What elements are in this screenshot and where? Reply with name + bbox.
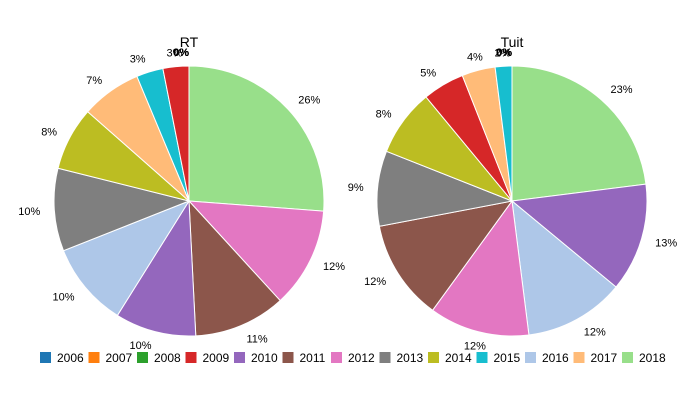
slice-label-2007: 0% bbox=[496, 47, 512, 59]
legend-label: 2011 bbox=[300, 351, 326, 365]
legend: 2006 2007 2008 2009 2010 2011 2012 2013 2014 2015… bbox=[40, 351, 666, 365]
slice-label-2016: 12% bbox=[584, 327, 606, 339]
slice-label-2014: 8% bbox=[376, 108, 392, 120]
slice-label-2017: 4% bbox=[467, 52, 483, 64]
pie-slice-2013[interactable] bbox=[53, 167, 191, 252]
slice-label-2015: 2% bbox=[495, 47, 511, 59]
legend-swatch bbox=[185, 352, 197, 363]
legend-label: 2009 bbox=[203, 351, 230, 365]
legend-item-2018[interactable]: 2018 bbox=[622, 351, 666, 365]
slice-label-2010: 13% bbox=[655, 238, 677, 250]
legend-swatch bbox=[622, 352, 633, 363]
legend-label: 2007 bbox=[106, 351, 133, 365]
legend-label: 2017 bbox=[591, 351, 618, 365]
pie-slice-2018[interactable] bbox=[511, 65, 647, 202]
slice-label-2016: 10% bbox=[52, 291, 74, 303]
legend-item-2017[interactable]: 2017 bbox=[573, 351, 618, 365]
legend-swatch bbox=[137, 352, 148, 363]
pie-slice-2012[interactable] bbox=[431, 199, 530, 337]
slice-label-2011: 12% bbox=[364, 276, 386, 288]
slice-label-2014: 8% bbox=[41, 127, 57, 139]
legend-label: 2018 bbox=[639, 351, 666, 365]
legend-item-2008[interactable]: 2008 bbox=[137, 351, 181, 365]
legend-swatch bbox=[379, 352, 391, 363]
legend-item-2014[interactable]: 2014 bbox=[428, 351, 472, 365]
pie-slice-2010[interactable] bbox=[510, 183, 648, 288]
pie-slice-2010[interactable] bbox=[116, 199, 197, 337]
legend-swatch bbox=[40, 352, 51, 363]
pie-slice-2015[interactable] bbox=[494, 65, 513, 202]
slice-label-2006: 0% bbox=[496, 47, 512, 59]
legend-swatch bbox=[525, 352, 536, 363]
legend-item-2006[interactable]: 2006 bbox=[40, 351, 84, 365]
legend-label: 2012 bbox=[348, 351, 375, 365]
slice-label-2018: 26% bbox=[298, 95, 320, 107]
legend-swatch bbox=[234, 352, 245, 363]
slice-label-2013: 9% bbox=[348, 182, 364, 194]
pie-slice-2011[interactable] bbox=[188, 199, 281, 337]
legend-item-2007[interactable]: 2007 bbox=[88, 351, 133, 365]
slice-label-2006: 0% bbox=[173, 47, 189, 59]
slice-label-2008: 0% bbox=[173, 47, 189, 59]
legend-item-2009[interactable]: 2009 bbox=[185, 351, 230, 365]
slice-label-2017: 7% bbox=[86, 75, 102, 87]
legend-label: 2016 bbox=[542, 351, 569, 365]
slice-label-2009: 5% bbox=[420, 68, 436, 80]
legend-swatch bbox=[331, 352, 342, 363]
slice-label-2007: 0% bbox=[173, 47, 189, 59]
slice-label-2012: 12% bbox=[464, 340, 486, 352]
legend-label: 2013 bbox=[397, 351, 424, 365]
legend-label: 2006 bbox=[57, 351, 84, 365]
pie-title: RT bbox=[180, 34, 199, 50]
slice-label-2015: 3% bbox=[130, 53, 146, 65]
legend-swatch bbox=[476, 352, 488, 363]
pie-slice-2009[interactable] bbox=[162, 65, 190, 202]
pie-slice-2016[interactable] bbox=[62, 199, 191, 317]
pie-slice-2012[interactable] bbox=[187, 200, 325, 302]
legend-label: 2014 bbox=[445, 351, 472, 365]
pie-slice-2018[interactable] bbox=[188, 65, 325, 212]
slice-label-2011: 11% bbox=[247, 334, 268, 346]
legend-swatch bbox=[428, 352, 439, 363]
legend-swatch bbox=[88, 352, 100, 363]
pie-slice-2016[interactable] bbox=[511, 199, 617, 336]
pie-title: Tuit bbox=[501, 34, 524, 50]
pie-slice-2011[interactable] bbox=[378, 200, 514, 311]
legend-label: 2008 bbox=[154, 351, 181, 365]
slice-label-2013: 10% bbox=[18, 206, 40, 218]
legend-item-2011[interactable]: 2011 bbox=[282, 351, 326, 365]
legend-item-2013[interactable]: 2013 bbox=[379, 351, 424, 365]
legend-swatch bbox=[573, 352, 585, 363]
legend-label: 2015 bbox=[494, 351, 521, 365]
legend-item-2016[interactable]: 2016 bbox=[525, 351, 569, 365]
slice-label-2010: 10% bbox=[129, 340, 151, 352]
slice-label-2009: 3% bbox=[167, 48, 183, 60]
legend-label: 2010 bbox=[251, 351, 278, 365]
slice-label-2008: 0% bbox=[496, 47, 512, 59]
legend-swatch bbox=[282, 352, 294, 363]
legend-item-2012[interactable]: 2012 bbox=[331, 351, 375, 365]
slice-label-2012: 12% bbox=[323, 261, 345, 273]
slice-label-2018: 23% bbox=[611, 84, 633, 96]
legend-item-2015[interactable]: 2015 bbox=[476, 351, 521, 365]
legend-item-2010[interactable]: 2010 bbox=[234, 351, 278, 365]
